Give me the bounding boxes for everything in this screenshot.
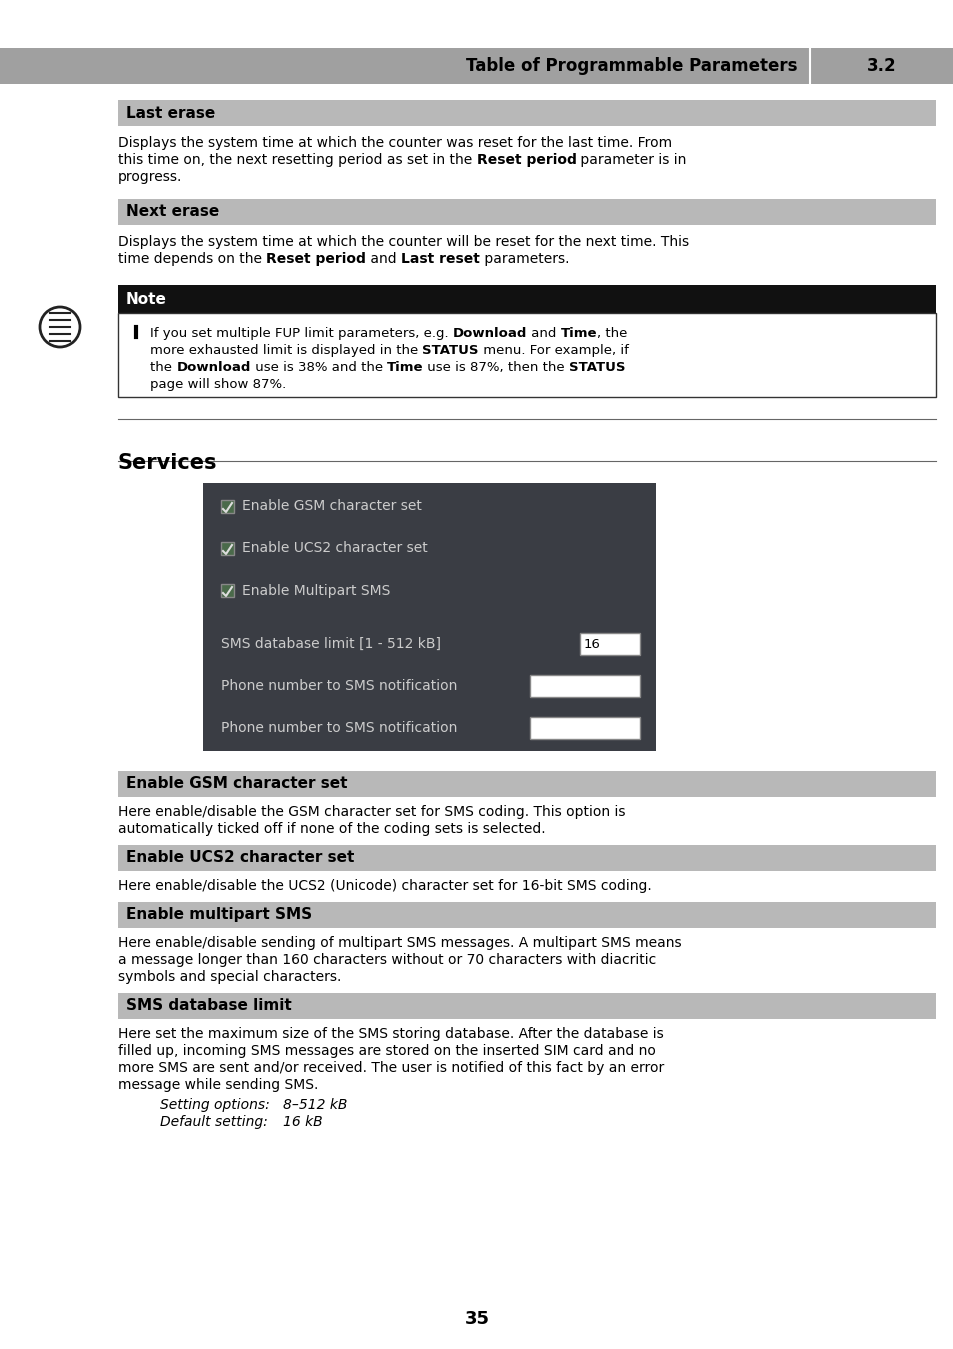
Text: the: the [150,362,176,374]
Text: STATUS: STATUS [422,344,478,357]
Text: Next erase: Next erase [126,205,219,220]
Text: more SMS are sent and/or received. The user is notified of this fact by an error: more SMS are sent and/or received. The u… [118,1062,663,1075]
Text: and: and [366,252,401,266]
Text: Phone number to SMS notification: Phone number to SMS notification [221,679,456,693]
Text: Displays the system time at which the counter will be reset for the next time. T: Displays the system time at which the co… [118,235,688,250]
Bar [118,844,935,871]
Text: Last erase: Last erase [126,105,215,120]
Bar [118,285,935,313]
Bar [118,100,935,125]
Text: 35: 35 [464,1310,489,1327]
Text: Enable UCS2 character set: Enable UCS2 character set [242,541,427,556]
Text: Table of Programmable Parameters: Table of Programmable Parameters [466,57,797,76]
Bar [530,674,639,697]
Text: SMS database limit [1 - 512 kB]: SMS database limit [1 - 512 kB] [221,637,440,652]
Bar [579,633,639,656]
Text: Enable GSM character set: Enable GSM character set [126,777,347,792]
Text: use is 87%, then the: use is 87%, then the [423,362,569,374]
Bar [118,200,935,225]
Text: progress.: progress. [118,170,182,183]
Text: filled up, incoming SMS messages are stored on the inserted SIM card and no: filled up, incoming SMS messages are sto… [118,1044,656,1058]
Text: message while sending SMS.: message while sending SMS. [118,1078,318,1091]
Text: menu. For example, if: menu. For example, if [478,344,628,357]
Text: Enable multipart SMS: Enable multipart SMS [126,908,312,923]
Text: Enable GSM character set: Enable GSM character set [242,499,421,514]
Text: 16: 16 [583,638,600,650]
Text: Default setting:: Default setting: [160,1116,268,1129]
Bar [221,500,233,513]
Text: Time: Time [387,362,423,374]
Bar [203,483,656,751]
Text: 16 kB: 16 kB [283,1116,322,1129]
Text: Services: Services [118,453,217,473]
Bar [118,902,935,928]
Text: Download: Download [453,326,527,340]
Text: Time: Time [560,326,597,340]
Bar [118,993,935,1018]
Text: page will show 87%.: page will show 87%. [150,378,286,391]
Text: this time on, the next resetting period as set in the: this time on, the next resetting period … [118,152,476,167]
Text: 8–512 kB: 8–512 kB [283,1098,347,1112]
Bar [530,718,639,739]
Text: Here enable/disable the UCS2 (Unicode) character set for 16-bit SMS coding.: Here enable/disable the UCS2 (Unicode) c… [118,880,651,893]
Text: time depends on the: time depends on the [118,252,266,266]
Text: and: and [527,326,560,340]
Text: Reset period: Reset period [476,152,576,167]
Text: symbols and special characters.: symbols and special characters. [118,970,341,983]
Text: Setting options:: Setting options: [160,1098,270,1112]
Bar [118,772,935,797]
Text: Here enable/disable the GSM character set for SMS coding. This option is: Here enable/disable the GSM character se… [118,805,625,819]
Bar [221,542,233,554]
Text: 3.2: 3.2 [866,57,896,76]
Text: STATUS: STATUS [569,362,625,374]
Bar [0,49,953,84]
Text: SMS database limit: SMS database limit [126,998,292,1013]
Text: , the: , the [597,326,627,340]
Text: Here set the maximum size of the SMS storing database. After the database is: Here set the maximum size of the SMS sto… [118,1027,663,1041]
Text: Phone number to SMS notification: Phone number to SMS notification [221,720,456,735]
Text: Enable UCS2 character set: Enable UCS2 character set [126,850,354,866]
Bar [118,313,935,397]
Text: parameter is in: parameter is in [576,152,686,167]
Text: a message longer than 160 characters without or 70 characters with diacritic: a message longer than 160 characters wit… [118,952,656,967]
Text: Last reset: Last reset [401,252,479,266]
Text: Here enable/disable sending of multipart SMS messages. A multipart SMS means: Here enable/disable sending of multipart… [118,936,680,950]
Text: Enable Multipart SMS: Enable Multipart SMS [242,584,390,598]
Text: Displays the system time at which the counter was reset for the last time. From: Displays the system time at which the co… [118,136,672,150]
Bar [221,584,233,598]
Text: automatically ticked off if none of the coding sets is selected.: automatically ticked off if none of the … [118,822,545,836]
Text: If you set multiple FUP limit parameters, e.g.: If you set multiple FUP limit parameters… [150,326,453,340]
Text: use is 38% and the: use is 38% and the [251,362,387,374]
Text: Download: Download [176,362,251,374]
Text: Note: Note [126,291,167,306]
Text: parameters.: parameters. [479,252,569,266]
Text: Reset period: Reset period [266,252,366,266]
Text: more exhausted limit is displayed in the: more exhausted limit is displayed in the [150,344,422,357]
